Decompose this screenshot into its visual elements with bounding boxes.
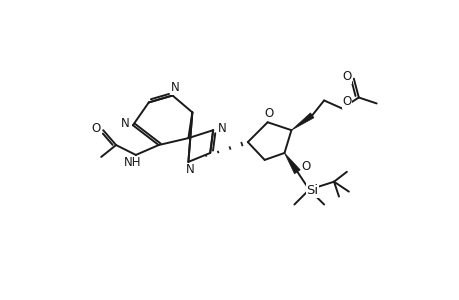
Text: N: N [185,163,194,176]
Polygon shape [284,153,300,174]
Text: N: N [120,117,129,130]
Text: NH: NH [124,156,141,170]
Text: N: N [217,122,226,135]
Polygon shape [291,113,313,130]
Text: O: O [263,107,273,120]
Text: Si: Si [306,184,318,197]
Text: N: N [171,81,179,94]
Text: O: O [301,160,310,173]
Text: O: O [341,70,351,83]
Text: O: O [341,95,351,108]
Text: O: O [91,122,101,135]
